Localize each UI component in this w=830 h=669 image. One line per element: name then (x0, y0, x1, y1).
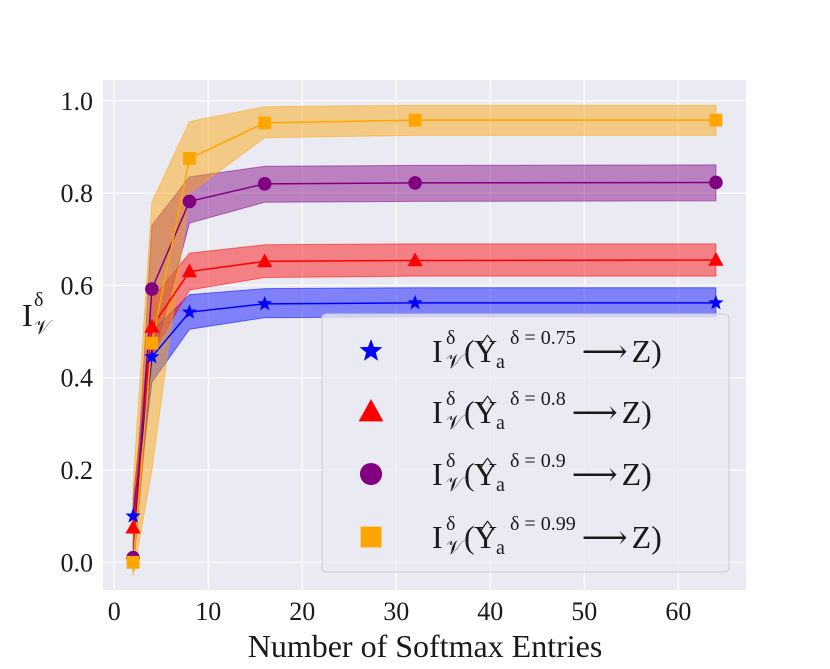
x-axis-label: Number of Softmax Entries (248, 628, 603, 664)
legend-sub-v: 𝒱 (446, 474, 466, 496)
legend-symbol-z: Z) (622, 456, 652, 492)
y-tick-label: 0.2 (61, 456, 94, 485)
legend-sub-a: a (496, 412, 505, 434)
data-point-triangle (708, 252, 724, 266)
legend-hat: ^ (480, 391, 496, 413)
data-point-circle (145, 282, 159, 296)
legend-symbol-z: Z) (622, 394, 652, 430)
data-point-circle (408, 176, 422, 190)
legend-symbol-i: I (432, 519, 443, 555)
data-point-circle (709, 175, 723, 190)
legend-hat: ^ (480, 330, 496, 352)
x-tick-label: 50 (571, 597, 597, 626)
data-point-star (708, 294, 724, 310)
legend-symbol-z: Z) (632, 519, 662, 555)
data-point-star (125, 508, 141, 523)
data-point-square (709, 113, 723, 127)
legend-symbol-i: I (432, 394, 443, 430)
x-tick-label: 20 (289, 597, 315, 626)
legend-symbol-i: I (432, 456, 443, 492)
legend-marker-star (359, 339, 383, 361)
legend-sub-v: 𝒱 (446, 351, 466, 373)
data-point-triangle (125, 519, 141, 534)
y-tick-label: 0.0 (61, 548, 94, 577)
y-tick-labels: 0.0 0.2 0.4 0.6 0.8 1.0 (61, 87, 94, 578)
data-point-square (258, 116, 272, 130)
legend-arrow: ⟶ (582, 333, 628, 369)
y-axis-label-sup: δ (34, 289, 43, 311)
x-tick-labels: 0 10 20 30 40 50 60 (108, 597, 692, 626)
legend-arrow: ⟶ (572, 394, 618, 430)
data-point-square (145, 336, 159, 350)
legend-paren-open: ( (464, 519, 475, 555)
series-markers (125, 113, 724, 569)
legend-sub-a: a (496, 474, 505, 496)
legend-symbol-y: Y (474, 519, 497, 555)
legend-hat: ^ (480, 516, 496, 538)
legend-sup-delta: δ (446, 513, 455, 535)
x-tick-label: 40 (477, 597, 503, 626)
legend-sub-v: 𝒱 (446, 412, 466, 434)
data-point-circle (257, 177, 272, 191)
data-point-star (257, 295, 273, 311)
data-point-square (126, 555, 140, 569)
legend-symbol-y: Y (474, 333, 497, 369)
data-point-triangle (181, 263, 198, 278)
y-axis-label: I δ 𝒱 (22, 289, 54, 339)
y-axis-label-main: I (22, 297, 33, 333)
series-line-3 (132, 119, 716, 563)
x-tick-label: 0 (108, 597, 121, 626)
y-tick-label: 0.6 (61, 271, 94, 300)
legend-symbol-i: I (432, 333, 443, 369)
y-tick-label: 0.4 (61, 364, 94, 393)
x-tick-label: 30 (383, 597, 409, 626)
data-point-triangle (407, 252, 423, 267)
legend-paren-open: ( (464, 394, 475, 430)
legend-sub-a: a (496, 351, 505, 373)
data-point-circle (182, 194, 197, 209)
data-point-triangle (144, 318, 160, 333)
legend-arrow: ⟶ (582, 519, 628, 555)
legend-hat: ^ (480, 453, 496, 475)
data-point-square (183, 152, 196, 165)
legend-sub-v: 𝒱 (446, 537, 466, 559)
legend-marker-triangle (358, 399, 384, 422)
legend-paren-open: ( (464, 456, 475, 492)
y-axis-label-sub: 𝒱 (34, 317, 54, 339)
legend-paren-open: ( (464, 333, 475, 369)
series-line-2 (132, 181, 716, 558)
x-tick-label: 10 (195, 597, 221, 626)
legend-sup-delta-value: δ = 0.99 (510, 513, 576, 535)
legend-symbol-z: Z) (632, 333, 662, 369)
legend-arrow: ⟶ (572, 456, 618, 492)
legend-sup-delta: δ (446, 450, 455, 472)
legend-sub-a: a (496, 537, 505, 559)
y-tick-label: 0.8 (61, 179, 94, 208)
legend-sup-delta: δ (446, 327, 455, 349)
data-point-star (407, 294, 423, 310)
legend-sup-delta-value: δ = 0.75 (510, 327, 576, 349)
legend-box (321, 313, 730, 573)
data-point-star (181, 304, 198, 319)
legend-marker-circle (359, 462, 383, 486)
x-tick-label: 60 (665, 597, 691, 626)
legend-symbol-y: Y (474, 456, 497, 492)
data-point-triangle (257, 253, 273, 268)
legend-sup-delta-value: δ = 0.9 (510, 450, 566, 472)
legend-sup-delta: δ (446, 388, 455, 410)
legend-symbol-y: Y (474, 394, 497, 430)
legend-marker-square (360, 526, 382, 548)
y-tick-label: 1.0 (61, 87, 94, 116)
data-point-square (408, 113, 422, 127)
legend-sup-delta-value: δ = 0.8 (510, 388, 566, 410)
data-point-star (144, 348, 160, 364)
